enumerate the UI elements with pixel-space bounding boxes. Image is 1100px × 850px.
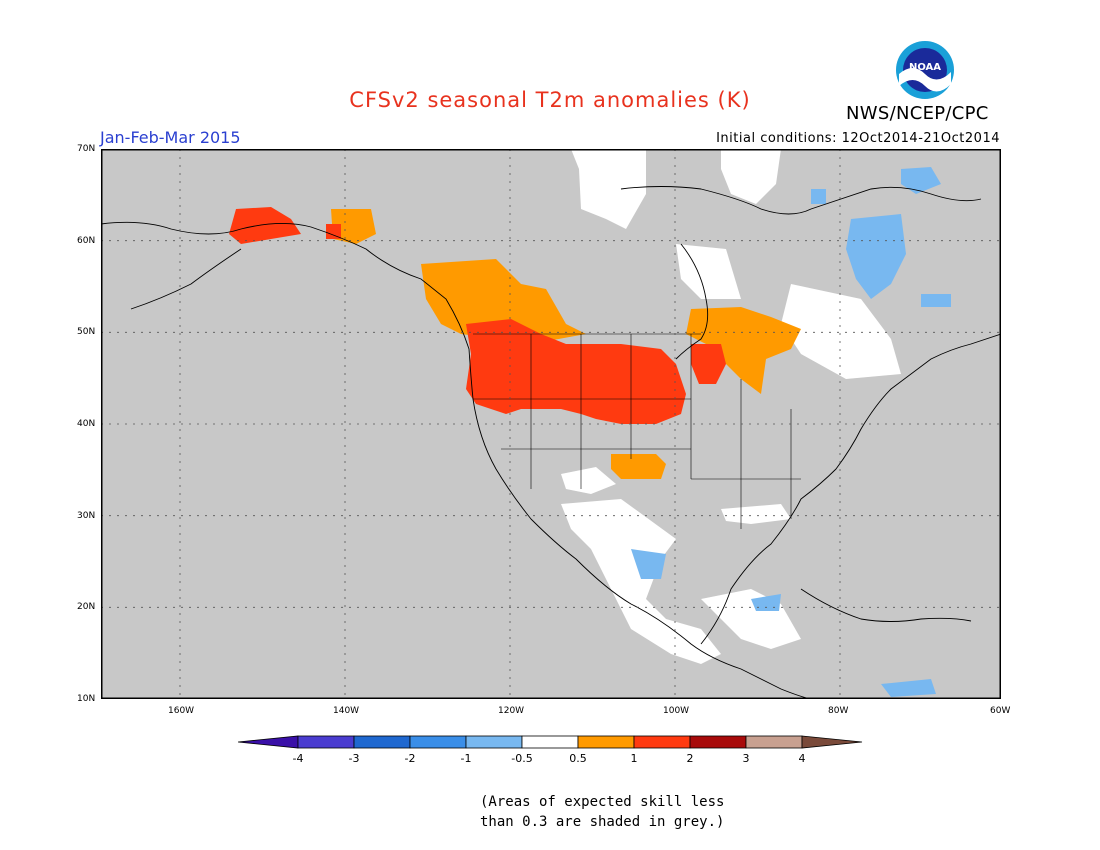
- colorbar-segment: [465, 735, 523, 749]
- coastlines: [101, 186, 1001, 699]
- lat-label-30n: 30N: [77, 511, 96, 521]
- map-frame: [101, 149, 1001, 699]
- skill-note-line-2: than 0.3 are shaded in grey.): [480, 814, 725, 830]
- colorbar-segment: [521, 735, 579, 749]
- lon-label-60w: 60W: [990, 706, 1011, 716]
- colorbar-segment: [297, 735, 355, 749]
- skill-note: (Areas of expected skill less than 0.3 a…: [480, 792, 724, 832]
- lon-label-160w: 160W: [168, 706, 195, 716]
- lon-label-100w: 100W: [663, 706, 690, 716]
- state-borders: [473, 333, 801, 529]
- colorbar-segment: [689, 735, 747, 749]
- colorbar-segment: [745, 735, 803, 749]
- colorbar-tick-label: -2: [404, 752, 416, 765]
- lon-label-140w: 140W: [333, 706, 360, 716]
- colorbar-segment: [353, 735, 411, 749]
- lat-label-10n: 10N: [77, 694, 96, 704]
- colorbar-tick-label: 2: [686, 752, 694, 765]
- colorbar-arrow-high: [801, 735, 863, 749]
- colorbar-arrow-low: [238, 735, 299, 749]
- colorbar-tick-label: 1: [630, 752, 638, 765]
- lon-label-80w: 80W: [828, 706, 849, 716]
- agency-label: NWS/NCEP/CPC: [846, 103, 989, 124]
- lon-label-120w: 120W: [498, 706, 525, 716]
- lat-lon-grid: [101, 149, 1001, 699]
- map-title: CFSv2 seasonal T2m anomalies (K): [349, 88, 751, 112]
- colorbar-tick-label: -4: [292, 752, 304, 765]
- noaa-logo-text: NOAA: [909, 62, 941, 73]
- colorbar-segment: [577, 735, 635, 749]
- initial-conditions: Initial conditions: 12Oct2014-21Oct2014: [716, 131, 1000, 146]
- colorbar-segment: [409, 735, 467, 749]
- colorbar-tick-label: -1: [460, 752, 472, 765]
- lat-label-50n: 50N: [77, 327, 96, 337]
- colorbar-tick-label: -0.5: [511, 752, 533, 765]
- colorbar-tick-label: 4: [798, 752, 806, 765]
- colorbar-tick-label: 0.5: [569, 752, 587, 765]
- noaa-logo: NOAA: [896, 41, 954, 99]
- neutral-anomaly-regions: [561, 149, 901, 664]
- cool-anomaly-regions: [631, 167, 951, 697]
- colorbar-tick-label: 3: [742, 752, 750, 765]
- color-scale-bar: [238, 735, 863, 749]
- colorbar-tick-label: -3: [348, 752, 360, 765]
- lat-label-20n: 20N: [77, 602, 96, 612]
- anomaly-map: [101, 149, 1001, 699]
- lat-label-60n: 60N: [77, 236, 96, 246]
- colorbar-segment: [633, 735, 691, 749]
- warm-light-anomaly-regions: [251, 209, 801, 479]
- lat-label-70n: 70N: [77, 144, 96, 154]
- lat-label-40n: 40N: [77, 419, 96, 429]
- skill-note-line-1: (Areas of expected skill less: [480, 794, 725, 810]
- forecast-period: Jan-Feb-Mar 2015: [100, 128, 241, 147]
